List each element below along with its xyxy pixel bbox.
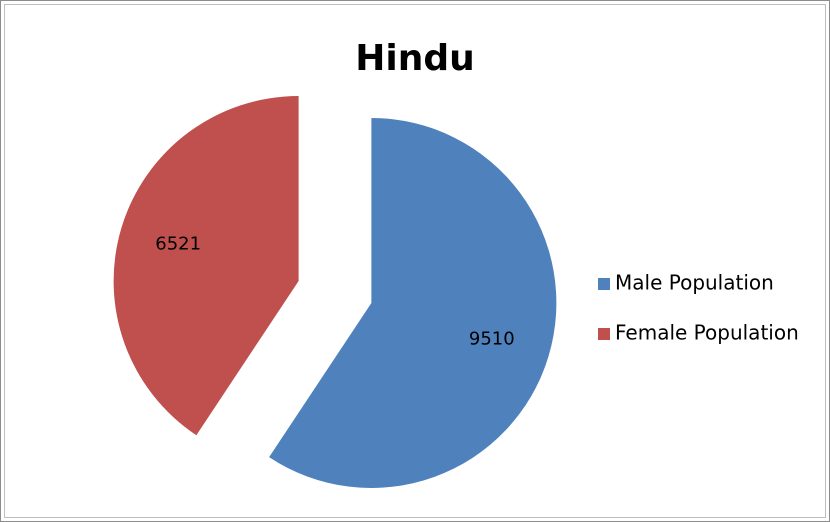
plot-frame [4,4,826,518]
data-label: 9510 [469,328,515,349]
legend-swatch [598,278,610,290]
pie-slice [113,96,299,436]
data-label: 6521 [155,234,201,255]
legend-swatch [598,328,610,340]
chart-title: Hindu [355,38,475,79]
legend-label: Male Population [615,271,774,295]
pie-slice [269,117,557,488]
legend-label: Female Population [615,321,799,345]
